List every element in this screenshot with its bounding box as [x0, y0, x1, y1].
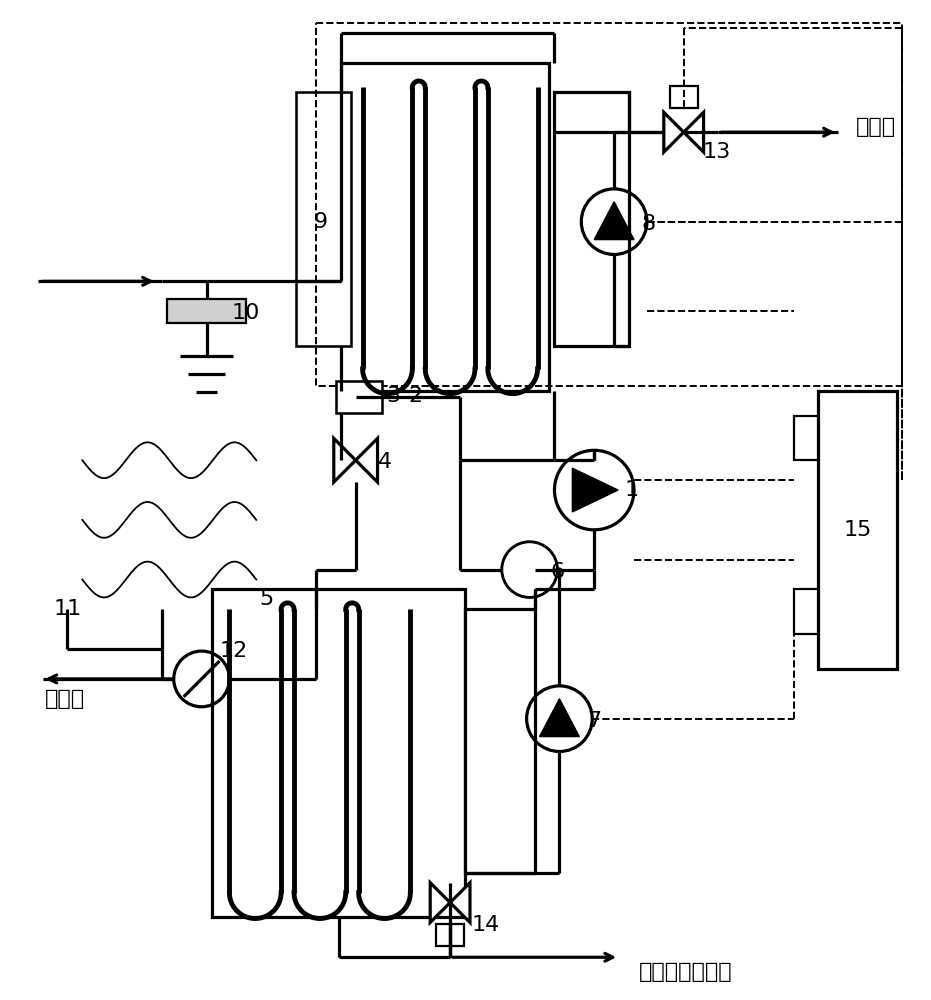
Text: 溢流管: 溢流管 [45, 689, 85, 709]
Bar [669, 86, 697, 108]
Polygon shape [683, 112, 704, 152]
Bar [818, 391, 897, 669]
Polygon shape [664, 112, 683, 152]
Polygon shape [594, 202, 634, 240]
Text: 15: 15 [843, 520, 871, 540]
Polygon shape [450, 883, 470, 922]
Text: 7: 7 [587, 711, 601, 731]
Bar [437, 924, 464, 946]
Bar [316, 23, 902, 386]
Text: 4: 4 [378, 452, 393, 472]
Bar [794, 416, 818, 460]
Bar [341, 63, 549, 391]
Text: 8: 8 [641, 214, 656, 234]
Text: 9: 9 [314, 212, 328, 232]
Bar [296, 92, 351, 346]
Bar [794, 589, 818, 634]
Polygon shape [573, 468, 618, 512]
Text: 11: 11 [53, 599, 82, 619]
Text: 6: 6 [550, 562, 564, 582]
Text: 12: 12 [220, 641, 248, 661]
Text: 2: 2 [408, 386, 423, 406]
Text: 1: 1 [625, 480, 639, 500]
Text: 13: 13 [702, 142, 731, 162]
Bar [465, 609, 534, 873]
Polygon shape [430, 883, 450, 922]
Text: 3: 3 [386, 386, 400, 406]
Text: 5: 5 [259, 589, 274, 609]
Polygon shape [356, 438, 378, 482]
Polygon shape [334, 438, 356, 482]
Text: 14: 14 [472, 915, 500, 935]
Polygon shape [540, 699, 579, 737]
Bar [336, 381, 382, 413]
Bar [555, 92, 629, 346]
Text: 自来水: 自来水 [856, 117, 896, 137]
Text: 10: 10 [231, 303, 260, 323]
Text: 冰水混合物排走: 冰水混合物排走 [639, 962, 733, 982]
Bar [167, 299, 247, 323]
Bar [211, 589, 465, 917]
